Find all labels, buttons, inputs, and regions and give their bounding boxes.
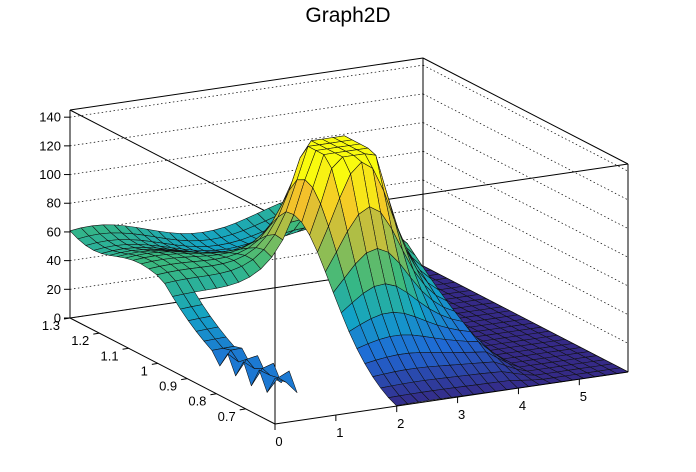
y-tick-mark [151, 362, 158, 365]
y-tick-mark [239, 408, 246, 411]
box-edge [69, 109, 276, 217]
box-edge [69, 57, 424, 111]
z-grid-side-2 [422, 208, 629, 315]
surface [69, 135, 629, 406]
y-tick-mark [63, 317, 71, 320]
z-tick-label: 40 [47, 253, 61, 268]
z-tick-label: 80 [47, 196, 61, 211]
box-edge [69, 317, 276, 425]
y-tick-label: 0.8 [188, 394, 206, 409]
y-tick-label: 0.7 [218, 409, 236, 424]
z-grid-side-4 [422, 150, 629, 258]
box-front-edges [69, 110, 629, 425]
z-tick-label: 120 [39, 138, 61, 153]
z-grid-back-5 [69, 122, 424, 175]
x-tick-label: 3 [458, 407, 465, 422]
y-tick-label: 1.2 [71, 333, 89, 348]
z-grid-side-6 [422, 93, 629, 201]
y-tick-label: 1.1 [100, 348, 118, 363]
surface-cell [388, 395, 408, 406]
z-grid-side-3 [422, 179, 629, 287]
z-grid-side-5 [422, 122, 629, 229]
box-edge [274, 371, 629, 425]
y-tick-mark [181, 378, 188, 381]
chart-title: Graph2D [305, 4, 391, 27]
y-tick-mark [93, 332, 100, 335]
surface-cell [266, 377, 287, 393]
z-grid-back-7 [69, 64, 424, 118]
x-tick-label: 0 [275, 434, 282, 449]
y-tick-mark [122, 347, 129, 350]
z-tick-label: 60 [47, 224, 61, 239]
x-tick-label: 4 [519, 398, 526, 413]
y-tick-label: 0.9 [159, 379, 177, 394]
z-grid-back-6 [69, 93, 424, 147]
box-edge [422, 57, 629, 165]
z-grid-side-7 [422, 64, 629, 172]
z-tick-label: 20 [47, 282, 61, 297]
y-tick-mark [210, 393, 217, 396]
y-tick-label: 1.3 [42, 318, 60, 333]
y-tick-label: 1 [141, 363, 148, 378]
z-tick-label: 100 [39, 167, 61, 182]
z-tick-label: 0 [54, 311, 61, 326]
x-tick-label: 1 [336, 425, 343, 440]
z-tick-label: 140 [39, 110, 61, 125]
z-grid-side-1 [422, 236, 629, 344]
axes: 0204060801001201400.70.80.911.11.21.3012… [39, 110, 587, 449]
x-tick-label: 2 [397, 416, 404, 431]
x-tick-label: 5 [580, 389, 587, 404]
